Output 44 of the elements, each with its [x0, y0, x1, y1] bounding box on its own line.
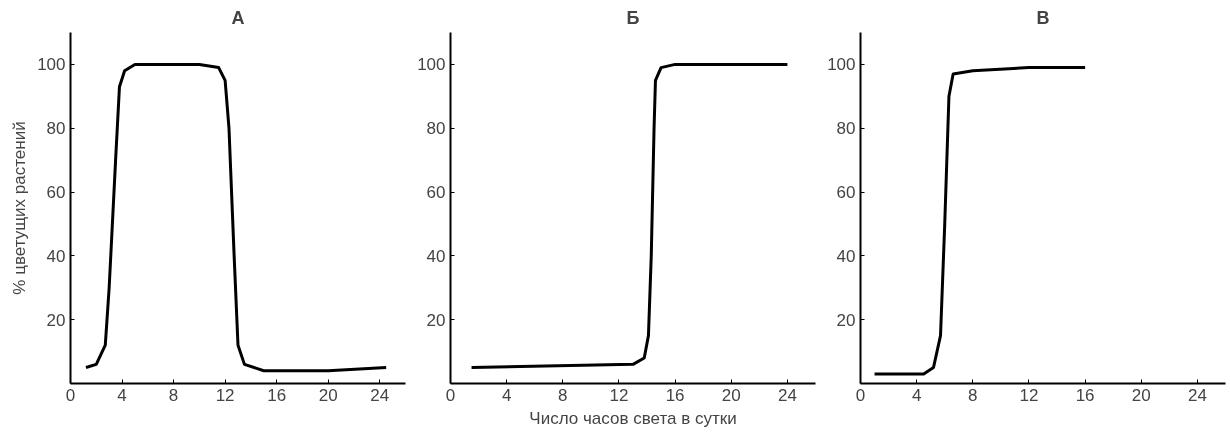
x-tick-label: 0 [855, 385, 866, 405]
y-tick-label: 40 [836, 246, 856, 266]
y-tick-label: 100 [417, 55, 446, 75]
y-tick-label: 40 [46, 246, 66, 266]
x-tick-label: 20 [1131, 385, 1151, 405]
y-tick-label: 40 [426, 246, 446, 266]
x-tick-label: 4 [911, 385, 922, 405]
y-tick-label: 80 [46, 119, 66, 139]
y-tick-label: 100 [827, 55, 856, 75]
y-tick-label: 20 [46, 310, 66, 330]
line-series [84, 62, 388, 373]
x-tick-label: 8 [558, 385, 568, 405]
chart-title: В [1036, 7, 1050, 28]
y-tick-label: 20 [836, 310, 856, 330]
y-axis-title: % цветущих растений [10, 121, 30, 295]
x-tick-label: 8 [968, 385, 978, 405]
y-tick-label: 60 [46, 183, 66, 203]
chart-title: Б [626, 7, 640, 28]
chart-title: А [231, 7, 245, 28]
x-tick-label: 12 [1019, 385, 1039, 405]
x-tick-label: 4 [501, 385, 512, 405]
y-tick-label: 60 [426, 183, 446, 203]
y-tick-label: 60 [836, 183, 856, 203]
x-tick-label: 12 [609, 385, 629, 405]
x-tick-label: 0 [445, 385, 456, 405]
y-tick-label: 20 [426, 310, 446, 330]
y-tick-label: 80 [836, 119, 856, 139]
x-tick-label: 16 [267, 385, 287, 405]
x-tick-label: 16 [665, 385, 685, 405]
x-tick-label: 8 [168, 385, 179, 405]
x-tick-label: 24 [777, 385, 797, 405]
line-series [873, 66, 1087, 376]
x-tick-label: 20 [721, 385, 741, 405]
x-tick-label: 4 [117, 385, 127, 405]
x-tick-label: 24 [370, 385, 390, 405]
x-tick-label: 12 [215, 385, 235, 405]
line-series [470, 62, 789, 370]
y-tick-label: 80 [426, 119, 446, 139]
x-axis-title: Число часов света в сутки [529, 408, 737, 428]
x-tick-label: 0 [65, 385, 76, 405]
x-tick-label: 16 [1075, 385, 1095, 405]
x-tick-label: 24 [1187, 385, 1207, 405]
x-tick-label: 20 [318, 385, 338, 405]
y-tick-label: 100 [37, 55, 66, 75]
